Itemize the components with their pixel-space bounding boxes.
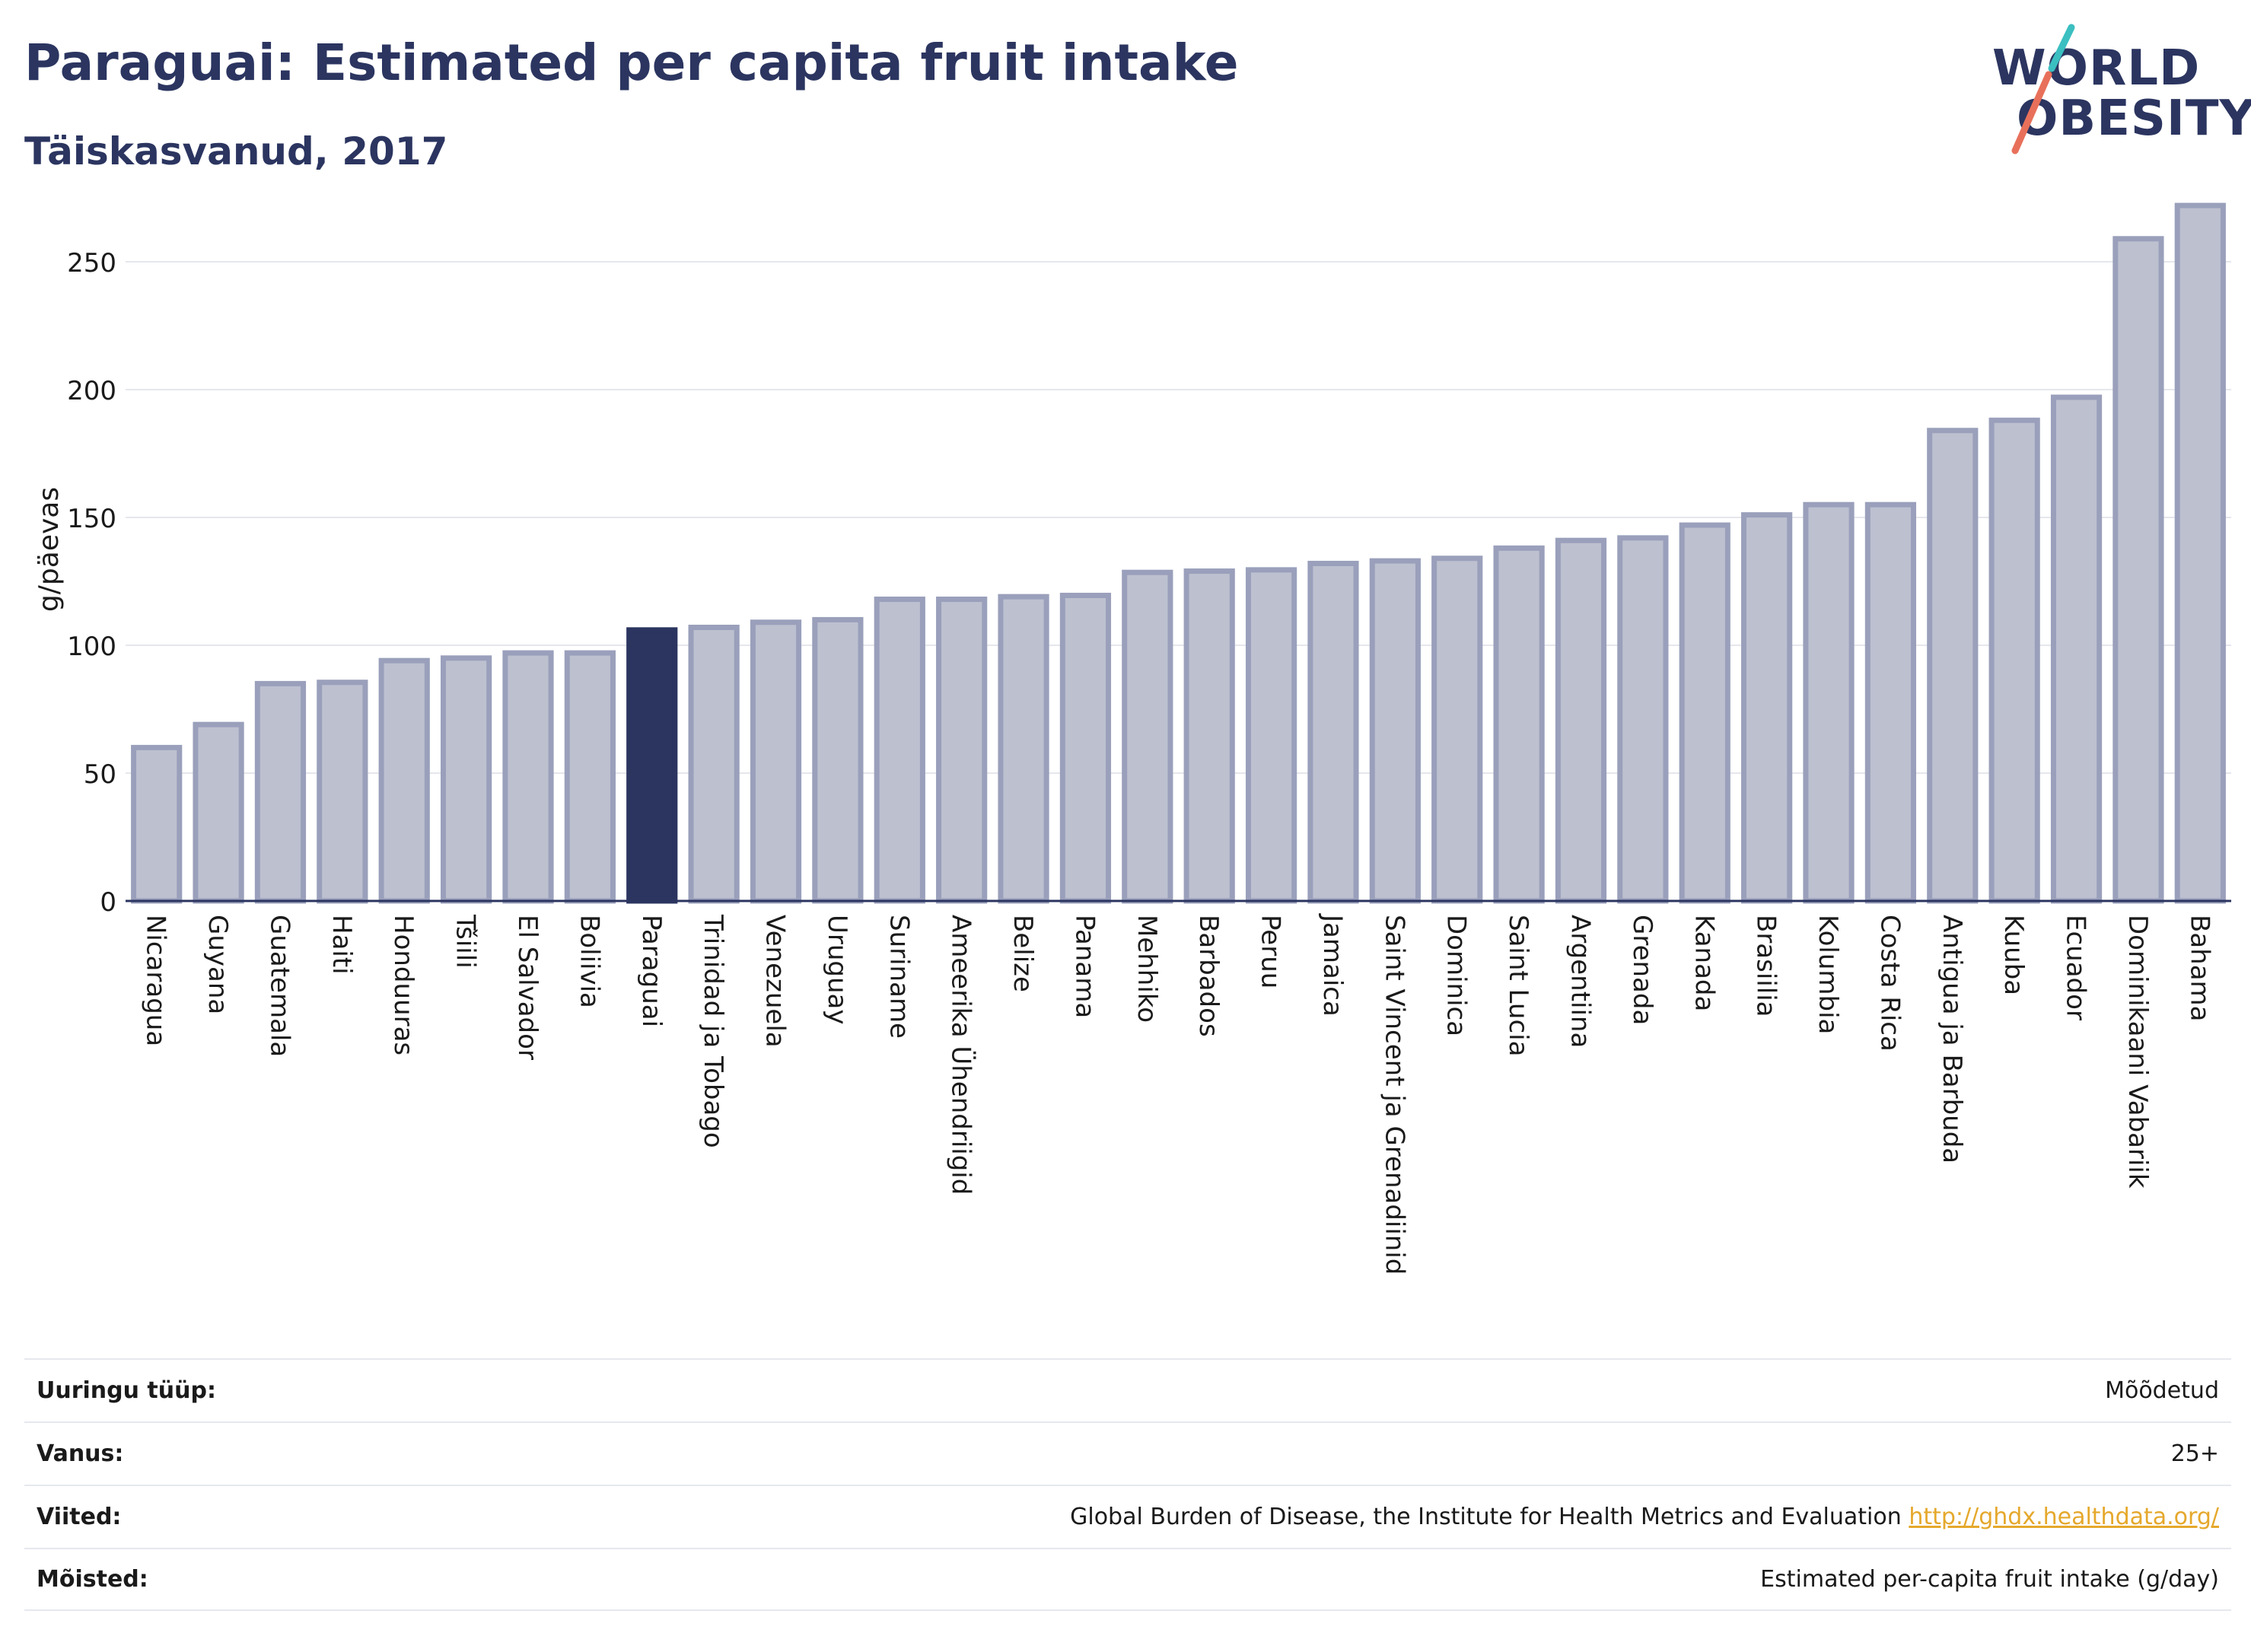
x-tick-label: El Salvador [512, 915, 543, 1060]
bar [1741, 512, 1793, 904]
bar [1369, 558, 1421, 904]
x-tick-label: Brasiilia [1751, 915, 1781, 1017]
x-tick-label: Guatemala [264, 915, 295, 1057]
logo-line1: WORLD [1992, 40, 2201, 97]
x-tick-label: Ameerika Ühendriigid [946, 915, 977, 1195]
y-tick-label: 150 [67, 504, 116, 534]
meta-label: Mõisted: [37, 1566, 148, 1593]
bar [1307, 560, 1359, 904]
x-tick-label: Ecuador [2061, 915, 2091, 1020]
y-tick-label: 0 [100, 887, 116, 918]
meta-value: 25+ [2170, 1440, 2219, 1467]
meta-row-references: Viited: Global Burden of Disease, the In… [24, 1485, 2231, 1548]
logo-line2: OBESITY [2017, 91, 2251, 147]
x-tick-label: Argentiina [1565, 915, 1595, 1048]
bar [1431, 555, 1483, 904]
world-obesity-logo: WORLD OBESITY [1979, 21, 2251, 158]
bar [1803, 501, 1855, 904]
x-tick-label: Kuuba [1998, 915, 2029, 995]
bar [193, 721, 244, 904]
x-tick-label: Saint Lucia [1503, 915, 1533, 1056]
x-tick-label: Trinidad ja Tobago [698, 914, 728, 1148]
y-tick-label: 50 [84, 759, 116, 790]
bar [1679, 522, 1730, 904]
reference-text: Global Burden of Disease, the Institute … [1070, 1504, 1902, 1530]
bar [131, 744, 183, 904]
x-tick-label: Costa Rica [1874, 915, 1905, 1052]
meta-table: Uuringu tüüp: Mõõdetud Vanus: 25+ Viited… [24, 1358, 2231, 1611]
bar [1988, 417, 2040, 904]
bar [502, 650, 554, 904]
bar [998, 594, 1049, 904]
bar [1059, 592, 1112, 904]
x-tick-label: Haiti [326, 915, 357, 975]
meta-value-references: Global Burden of Disease, the Institute … [1070, 1504, 2219, 1530]
bar [936, 597, 988, 904]
page-title: Paraguai: Estimated per capita fruit int… [24, 33, 1239, 92]
meta-value: Mõõdetud [2105, 1377, 2219, 1404]
x-tick-label: Paraguai [636, 915, 667, 1027]
bar [1617, 535, 1669, 904]
bar [688, 624, 740, 904]
x-tick-label: Suriname [884, 915, 914, 1039]
meta-row-age: Vanus: 25+ [24, 1421, 2231, 1485]
bar [750, 619, 802, 904]
bar [874, 597, 925, 904]
x-tick-label: Panama [1069, 915, 1100, 1018]
meta-label: Uuringu tüüp: [37, 1377, 216, 1404]
x-tick-label: Boliivia [574, 915, 604, 1008]
x-tick-label: Kanada [1689, 915, 1719, 1011]
bar [1245, 567, 1297, 904]
bar [1555, 537, 1607, 904]
meta-row-definitions: Mõisted: Estimated per-capita fruit inta… [24, 1548, 2231, 1611]
meta-label: Viited: [37, 1504, 122, 1530]
bar [2050, 394, 2103, 904]
x-tick-label: Dominikaani Vabariik [2122, 915, 2153, 1189]
x-tick-label: Nicaragua [141, 915, 171, 1046]
bar [626, 627, 678, 904]
bar [440, 655, 492, 904]
bar [1183, 568, 1235, 904]
x-tick-label: Jamaica [1317, 913, 1348, 1017]
bar [1493, 545, 1545, 904]
y-tick-label: 100 [67, 632, 116, 662]
bar [2174, 202, 2226, 904]
x-tick-label: Barbados [1193, 915, 1224, 1037]
x-tick-label: Kolumbia [1813, 915, 1843, 1034]
x-tick-label: Saint Vincent ja Grenadiinid [1379, 915, 1409, 1275]
bar [254, 680, 307, 904]
x-tick-label: Uruguay [822, 915, 852, 1025]
meta-value: Estimated per-capita fruit intake (g/day… [1760, 1566, 2219, 1593]
bar [1122, 569, 1173, 904]
page-subtitle: Täiskasvanud, 2017 [24, 129, 448, 173]
bar [378, 657, 430, 904]
x-tick-label: Peruu [1256, 915, 1286, 988]
x-tick-label: Tšiili [451, 914, 481, 969]
bar [317, 680, 368, 904]
y-tick-label: 200 [67, 376, 116, 406]
x-tick-label: Honduuras [388, 915, 419, 1055]
x-tick-label: Guyana [202, 915, 233, 1014]
x-tick-label: Venezuela [760, 915, 791, 1048]
x-tick-label: Bahama [2184, 915, 2214, 1022]
logo-slash-icon [2011, 24, 2075, 154]
x-tick-label: Belize [1008, 915, 1038, 992]
x-tick-label: Antigua ja Barbuda [1937, 915, 1967, 1163]
bar [812, 616, 864, 904]
x-tick-label: Grenada [1627, 915, 1657, 1025]
y-tick-label: 250 [67, 248, 116, 279]
x-tick-label: Mehhiko [1132, 915, 1162, 1023]
meta-row-survey-type: Uuringu tüüp: Mõõdetud [24, 1358, 2231, 1421]
chart-svg: 0 50 100 150 200 250 g/päevas Nicaragua Guyana Gu… [33, 202, 2231, 1275]
bar [564, 650, 616, 904]
meta-label: Vanus: [37, 1440, 124, 1467]
bar [1864, 501, 1917, 904]
bar [2113, 236, 2164, 904]
bar-chart: 0 50 100 150 200 250 g/päevas Nicaragua Guyana Gu… [33, 202, 2231, 1275]
x-tick-label: Dominica [1441, 915, 1472, 1036]
y-axis-label: g/päevas [33, 487, 65, 612]
bar [1927, 428, 1979, 904]
reference-link[interactable]: http://ghdx.healthdata.org/ [1909, 1504, 2219, 1530]
